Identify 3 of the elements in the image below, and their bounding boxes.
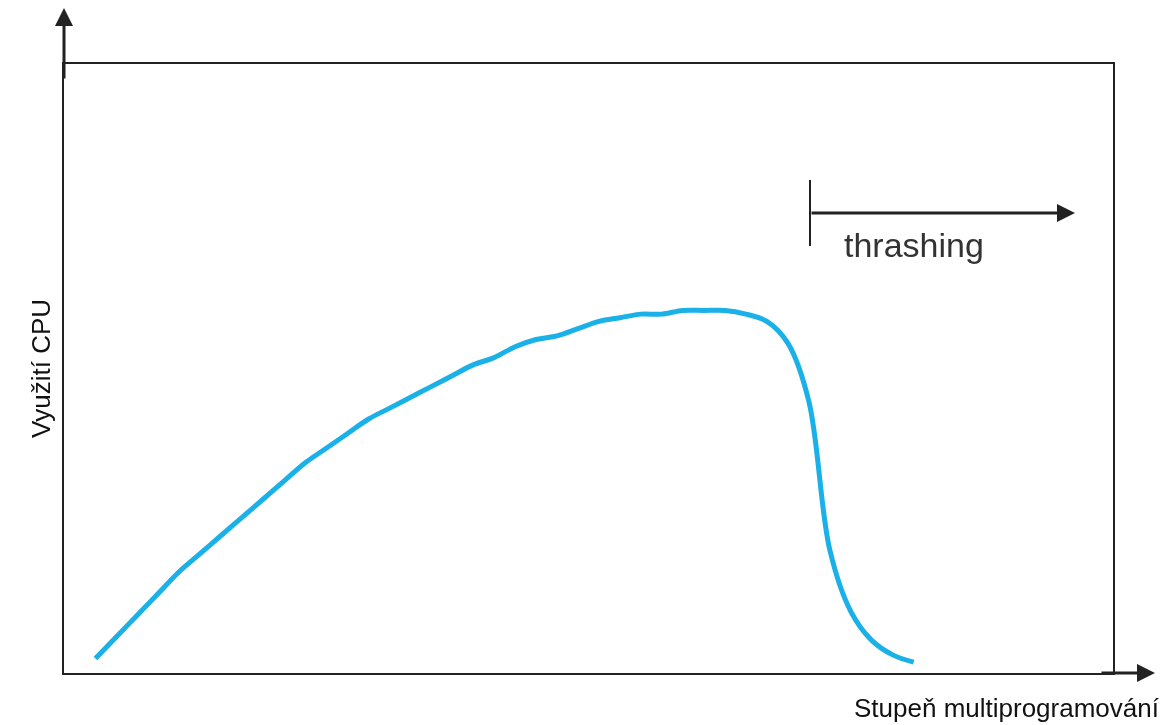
x-axis-title: Stupeň multiprogramování bbox=[854, 693, 1160, 723]
text: thrashing bbox=[844, 226, 984, 264]
y-axis-title: Využití CPU bbox=[25, 298, 56, 439]
